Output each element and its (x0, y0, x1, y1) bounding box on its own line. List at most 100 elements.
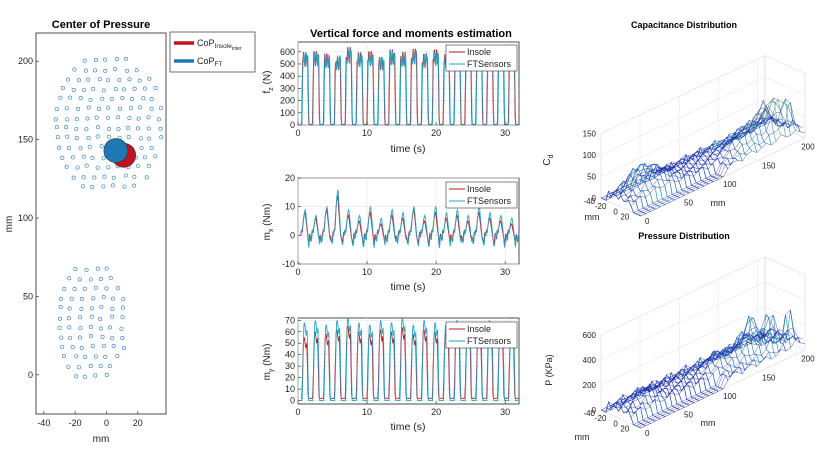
sensor-dot (59, 296, 64, 301)
z-grid (600, 76, 806, 156)
y-tick-label: 200 (18, 56, 33, 66)
sensor-dot (98, 326, 103, 331)
sensor-dot (126, 135, 131, 140)
mesh-line (640, 340, 806, 429)
sensor-dot (81, 175, 86, 180)
sensor-dot (66, 316, 71, 321)
capacitance-panel: Capacitance Distribution 0 50 100 150 -40-20… (542, 20, 815, 226)
sensor-dot (89, 314, 94, 319)
sensor-dot (153, 86, 158, 91)
sensor-dot (120, 336, 125, 341)
my-legend: Insole FTSensors (445, 321, 518, 349)
x-tick-label: 30 (500, 267, 510, 277)
series-line-ftsensors (300, 189, 520, 249)
floor-grid (757, 123, 798, 142)
sensor-dot (98, 277, 103, 282)
sensor-dot (109, 97, 114, 102)
sensor-dot (91, 87, 96, 92)
sensor-dot (121, 87, 126, 92)
sensor-dot (104, 266, 109, 271)
sensor-dot (124, 173, 129, 178)
sensor-dot (72, 67, 77, 72)
sensor-dot (64, 125, 69, 130)
cop-y-ticks: 0 50 100 150 200 (18, 56, 39, 380)
mx-legend-box (445, 181, 518, 209)
sensor-dot (95, 165, 100, 170)
mx-ylabel: mx (Nm) (262, 204, 275, 241)
y-tick-label: 60 (285, 327, 295, 337)
sensor-dot (106, 134, 111, 139)
sensor-dot (121, 297, 126, 302)
z-grid (600, 55, 806, 134)
sensor-dot (118, 106, 123, 111)
sensor-dot (87, 144, 92, 149)
sensor-dot (136, 163, 141, 168)
x-tick-label: 0 (295, 128, 300, 138)
sensor-dot (59, 335, 64, 340)
sensor-dot (95, 134, 100, 139)
y-tick-label: 50 (285, 338, 295, 348)
x-tick-label: -40 (583, 409, 595, 418)
sensor-dot (73, 267, 78, 272)
sensor-dot (67, 306, 72, 311)
mx-ylabel-unit: (Nm) (262, 204, 273, 229)
sensor-dot (93, 373, 98, 378)
pres-title: Pressure Distribution (638, 231, 730, 241)
sensor-dot (98, 363, 103, 368)
mx-series (300, 189, 520, 249)
sensor-dot (107, 364, 112, 369)
y-tick-label: 300 (280, 83, 295, 93)
cap-zlabel-sub: d (548, 154, 555, 158)
y-tick-label: 50 (684, 198, 693, 207)
y-tick-label: 70 (285, 315, 295, 325)
sensor-dot (76, 365, 81, 370)
y-tick-label: 500 (280, 59, 295, 69)
sensor-dot (149, 145, 154, 150)
cap-zlabel-main: C (542, 158, 553, 165)
sensor-dot (110, 336, 115, 341)
mesh-line (620, 326, 786, 408)
sensor-dot (88, 97, 93, 102)
x-tick-label: 10 (362, 407, 372, 417)
sensor-dot (66, 364, 71, 369)
sensor-dot (76, 78, 81, 83)
sensor-dot (67, 146, 72, 151)
pressure-panel: Pressure Distribution 0200400600-40-2002… (544, 231, 815, 442)
sensor-dot (97, 106, 102, 111)
sensor-dot (110, 314, 115, 319)
sensor-dot (159, 135, 164, 140)
my-legend-insole: Insole (467, 324, 491, 334)
mesh-line (625, 331, 791, 413)
sensor-dot (70, 345, 75, 350)
sensor-dot (132, 86, 137, 91)
sensor-dot (146, 115, 151, 120)
y-tick-label: 0 (290, 230, 295, 240)
sensor-dot (94, 115, 99, 120)
sensor-dot (111, 343, 116, 348)
mx-legend: Insole FTSensors (445, 181, 518, 209)
x-tick-label: 0 (104, 418, 109, 428)
sensor-dot (90, 155, 95, 160)
series-line-ftsensors (301, 317, 519, 402)
sensor-dot (146, 163, 151, 168)
pres-3d-frame (600, 256, 806, 429)
sensor-dot (144, 175, 149, 180)
y-tick-label: 20 (285, 373, 295, 383)
sensor-dot (65, 77, 70, 82)
x-tick-label: 0 (295, 407, 300, 417)
sensor-dot (82, 374, 87, 379)
sensor-dot (106, 165, 111, 170)
sensor-dot (61, 354, 66, 359)
cap-surface-mesh (600, 97, 806, 217)
sensor-dot (83, 68, 88, 73)
sensor-dot (119, 326, 124, 331)
sensor-dot (78, 96, 83, 101)
sensor-dot (75, 165, 80, 170)
sensor-dot (83, 355, 88, 360)
sensor-dot (90, 184, 95, 189)
sensor-dot (93, 354, 98, 359)
